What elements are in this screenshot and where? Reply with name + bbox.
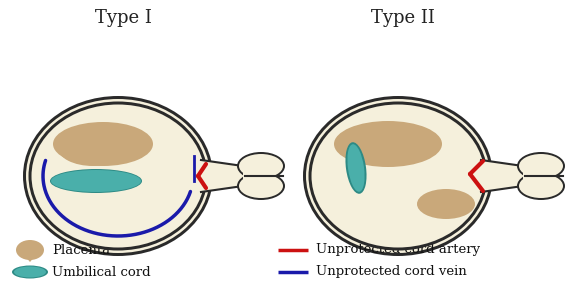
- Ellipse shape: [51, 170, 141, 192]
- Polygon shape: [523, 168, 546, 184]
- Ellipse shape: [347, 144, 365, 192]
- Ellipse shape: [23, 96, 213, 256]
- Ellipse shape: [16, 240, 44, 260]
- Ellipse shape: [50, 169, 142, 193]
- Polygon shape: [24, 255, 36, 262]
- Ellipse shape: [519, 154, 563, 178]
- Ellipse shape: [237, 172, 285, 200]
- Text: Type II: Type II: [371, 9, 435, 27]
- Ellipse shape: [309, 101, 488, 250]
- Ellipse shape: [517, 152, 565, 180]
- Ellipse shape: [519, 174, 563, 198]
- Ellipse shape: [29, 101, 208, 250]
- Polygon shape: [243, 168, 266, 184]
- Ellipse shape: [32, 104, 205, 248]
- Ellipse shape: [14, 266, 46, 278]
- Ellipse shape: [58, 130, 128, 166]
- Text: Type I: Type I: [94, 9, 151, 27]
- Text: Placenta: Placenta: [52, 243, 110, 256]
- Ellipse shape: [417, 189, 475, 219]
- Polygon shape: [481, 160, 523, 192]
- Ellipse shape: [334, 121, 442, 167]
- Ellipse shape: [239, 174, 283, 198]
- Text: Umbilical cord: Umbilical cord: [52, 265, 151, 278]
- Text: Unprotected cord vein: Unprotected cord vein: [316, 265, 467, 278]
- Ellipse shape: [306, 99, 490, 253]
- Ellipse shape: [303, 96, 493, 256]
- Text: Unprotected cord artery: Unprotected cord artery: [316, 243, 480, 256]
- Ellipse shape: [312, 104, 485, 248]
- Ellipse shape: [53, 122, 153, 166]
- Ellipse shape: [239, 154, 283, 178]
- Ellipse shape: [26, 99, 210, 253]
- Ellipse shape: [52, 171, 140, 191]
- Ellipse shape: [346, 142, 366, 194]
- Ellipse shape: [517, 172, 565, 200]
- Ellipse shape: [12, 265, 48, 278]
- Polygon shape: [201, 160, 243, 192]
- Ellipse shape: [237, 152, 285, 180]
